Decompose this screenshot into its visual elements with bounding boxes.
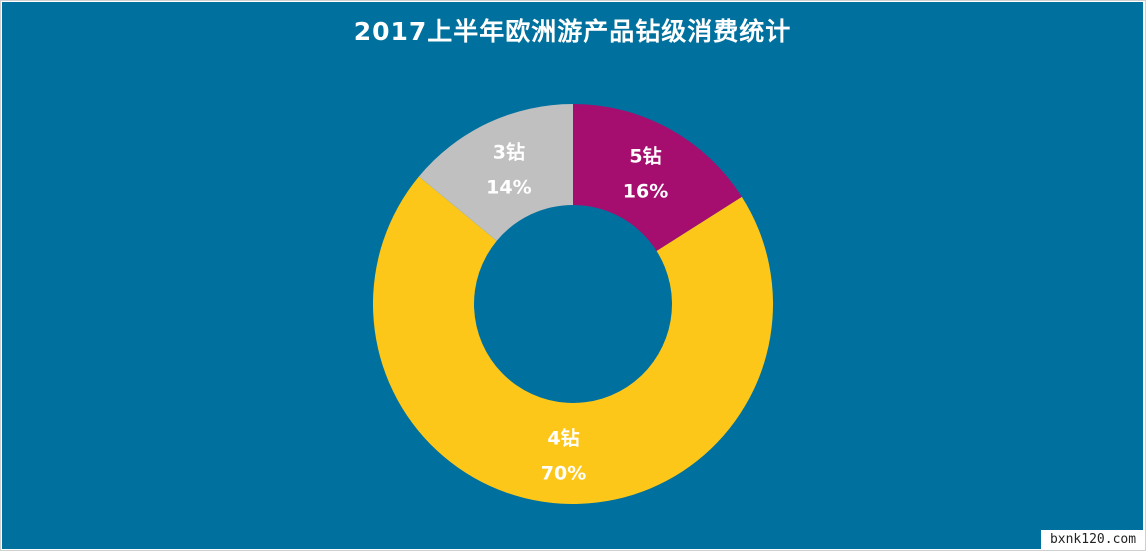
- slice-value-2: 70%: [541, 463, 586, 485]
- donut-slice-1: [573, 104, 742, 251]
- slice-value-1: 16%: [623, 181, 668, 203]
- slice-value-3: 14%: [486, 176, 531, 198]
- slice-label-1: 5钻: [629, 145, 661, 168]
- donut-slice-3: [418, 104, 573, 241]
- donut-slice-2: [372, 176, 773, 504]
- watermark: bxnk120.com: [1041, 530, 1145, 550]
- chart-title: 2017上半年欧洲游产品钻级消费统计: [353, 17, 792, 46]
- slice-label-2: 4钻: [547, 427, 579, 450]
- slice-label-3: 3钻: [493, 140, 525, 163]
